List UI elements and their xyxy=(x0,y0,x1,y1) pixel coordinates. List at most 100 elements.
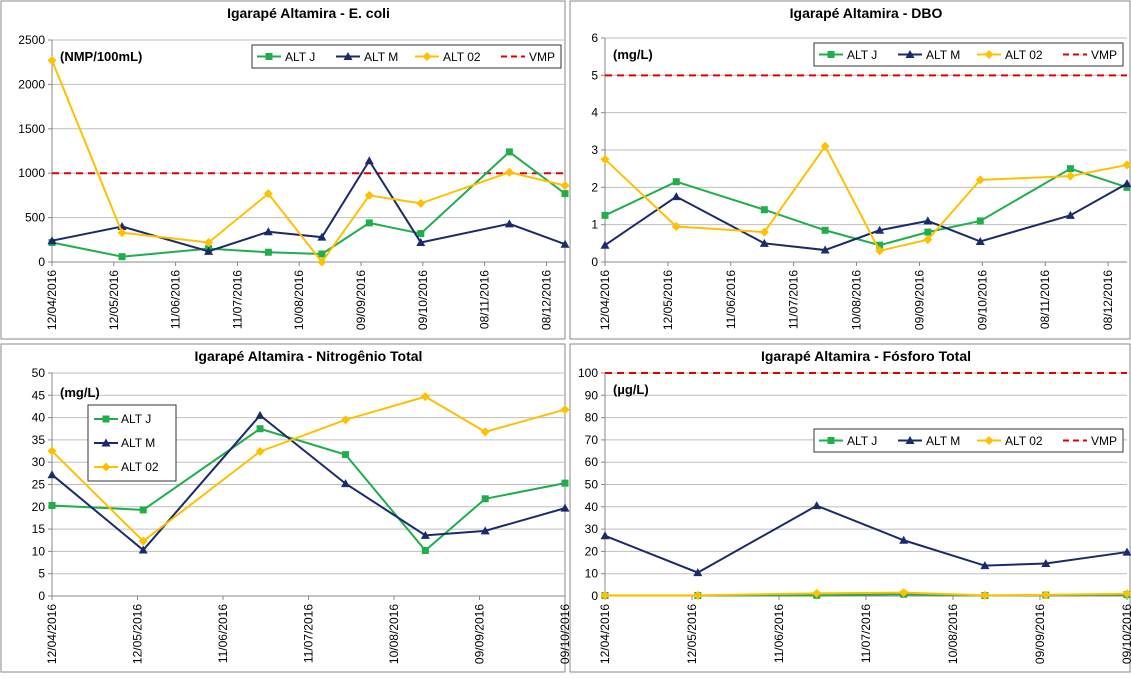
legend-label: ALT J xyxy=(121,412,151,426)
x-tick-label: 12/04/2016 xyxy=(45,270,59,330)
marker xyxy=(673,178,680,185)
y-tick-label: 20 xyxy=(32,500,46,514)
marker xyxy=(422,547,429,554)
x-tick-label: 10/08/2016 xyxy=(946,604,960,664)
marker xyxy=(342,451,349,458)
legend-label: ALT J xyxy=(285,50,315,64)
x-tick-label: 11/07/2016 xyxy=(787,270,801,329)
y-tick-label: 45 xyxy=(32,388,46,402)
y-tick-label: 0 xyxy=(591,589,598,603)
y-tick-label: 20 xyxy=(585,544,599,558)
unit-label: (mg/L) xyxy=(60,385,100,400)
legend-label: ALT J xyxy=(847,48,877,62)
x-tick-label: 10/08/2016 xyxy=(387,604,401,664)
chart-panel: Igarapé Altamira - Fósforo Total 0 10 20 30 4… xyxy=(570,344,1131,672)
x-tick-label: 11/07/2016 xyxy=(302,604,316,663)
y-tick-label: 50 xyxy=(32,366,46,380)
y-tick-label: 2000 xyxy=(18,77,45,91)
y-tick-label: 100 xyxy=(578,366,598,380)
y-tick-label: 80 xyxy=(585,411,599,425)
marker xyxy=(482,495,489,502)
unit-label: (mg/L) xyxy=(613,47,653,62)
legend-label: ALT 02 xyxy=(443,50,481,64)
x-tick-label: 11/06/2016 xyxy=(772,604,786,663)
x-tick-label: 12/04/2016 xyxy=(598,604,612,664)
marker xyxy=(417,230,424,237)
legend-label: ALT M xyxy=(121,436,155,450)
x-tick-label: 12/04/2016 xyxy=(598,270,612,330)
x-tick-label: 09/09/2016 xyxy=(473,604,487,664)
x-tick-label: 09/09/2016 xyxy=(912,270,926,330)
y-tick-label: 40 xyxy=(585,500,599,514)
marker xyxy=(828,437,835,444)
marker xyxy=(49,502,56,509)
legend-label: VMP xyxy=(1091,434,1117,448)
y-tick-label: 1000 xyxy=(18,166,45,180)
x-tick-label: 11/07/2016 xyxy=(859,604,873,663)
marker xyxy=(119,253,126,260)
unit-label: (NMP/100mL) xyxy=(60,49,142,64)
x-tick-label: 09/10/2016 xyxy=(975,270,989,330)
legend-label: ALT M xyxy=(364,50,398,64)
x-tick-label: 09/09/2016 xyxy=(354,270,368,330)
y-tick-label: 70 xyxy=(585,433,599,447)
marker xyxy=(266,53,273,60)
x-tick-label: 11/06/2016 xyxy=(169,270,183,329)
marker xyxy=(265,249,272,256)
y-tick-label: 30 xyxy=(32,455,46,469)
y-tick-label: 4 xyxy=(591,106,598,120)
legend-label: ALT 02 xyxy=(121,460,159,474)
legend-label: ALT 02 xyxy=(1005,434,1043,448)
legend-label: VMP xyxy=(529,50,555,64)
x-tick-label: 12/04/2016 xyxy=(45,604,59,664)
marker xyxy=(977,217,984,224)
x-tick-label: 08/11/2016 xyxy=(478,270,492,329)
unit-label: (µg/L) xyxy=(613,382,649,397)
y-tick-label: 15 xyxy=(32,522,46,536)
legend-label: ALT 02 xyxy=(1005,48,1043,62)
y-tick-label: 3 xyxy=(591,143,598,157)
y-tick-label: 6 xyxy=(591,31,598,45)
chart-panel: Igarapé Altamira - E. coli05001000150020… xyxy=(1,1,570,339)
y-tick-label: 10 xyxy=(32,544,46,558)
x-tick-label: 10/08/2016 xyxy=(850,270,864,330)
y-tick-label: 2500 xyxy=(18,33,45,47)
y-tick-label: 60 xyxy=(585,455,599,469)
marker xyxy=(562,480,569,487)
chart-title: Igarapé Altamira - DBO xyxy=(790,5,943,21)
x-tick-label: 09/09/2016 xyxy=(1033,604,1047,664)
chart-panel: Igarapé Altamira - Nitrogênio Total 0 5 10 1… xyxy=(1,344,572,672)
y-tick-label: 90 xyxy=(585,388,599,402)
y-tick-label: 1 xyxy=(591,218,598,232)
chart-title: Igarapé Altamira - Nitrogênio Total xyxy=(195,348,423,364)
legend-label: ALT M xyxy=(926,434,960,448)
legend-label: ALT J xyxy=(847,434,877,448)
y-tick-label: 50 xyxy=(585,478,599,492)
x-tick-label: 11/07/2016 xyxy=(230,270,244,329)
x-tick-label: 11/06/2016 xyxy=(216,604,230,663)
legend-label: VMP xyxy=(1091,48,1117,62)
chart-title: Igarapé Altamira - Fósforo Total xyxy=(761,348,971,364)
marker xyxy=(257,425,264,432)
x-tick-label: 08/11/2016 xyxy=(1038,270,1052,329)
marker xyxy=(140,506,147,513)
y-tick-label: 30 xyxy=(585,522,599,536)
y-tick-label: 10 xyxy=(585,567,599,581)
y-tick-label: 25 xyxy=(32,478,46,492)
legend-label: ALT M xyxy=(926,48,960,62)
marker xyxy=(366,219,373,226)
x-tick-label: 08/12/2016 xyxy=(1101,270,1115,330)
y-tick-label: 5 xyxy=(591,68,598,82)
marker xyxy=(924,229,931,236)
x-tick-label: 08/12/2016 xyxy=(539,270,553,330)
marker xyxy=(318,251,325,258)
marker xyxy=(103,416,110,423)
x-tick-label: 11/06/2016 xyxy=(724,270,738,329)
x-tick-label: 09/10/2016 xyxy=(1120,604,1131,664)
x-tick-label: 12/05/2016 xyxy=(131,604,145,664)
y-tick-label: 5 xyxy=(38,567,45,581)
y-tick-label: 1500 xyxy=(18,122,45,136)
y-tick-label: 0 xyxy=(38,589,45,603)
